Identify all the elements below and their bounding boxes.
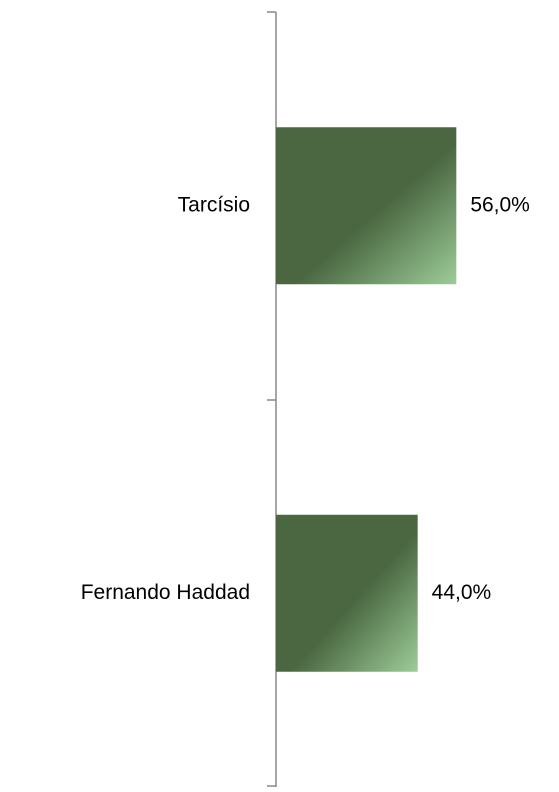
bar [276, 127, 457, 285]
category-label: Tarcísio [178, 193, 250, 216]
category-label: Fernando Haddad [81, 581, 250, 604]
data-label: 56,0% [470, 193, 530, 216]
bar [276, 514, 418, 672]
data-label: 44,0% [432, 581, 492, 604]
